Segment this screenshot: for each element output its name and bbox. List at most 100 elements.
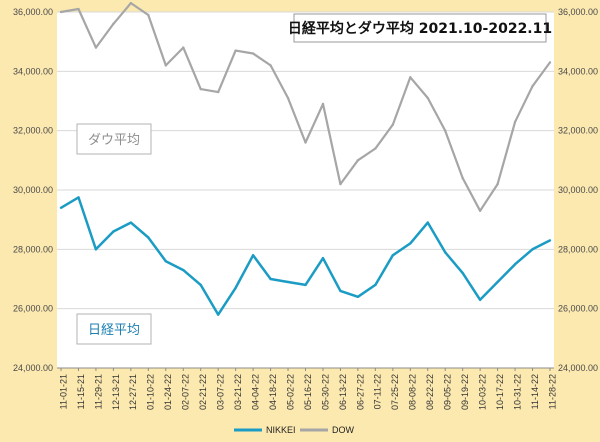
data-point-nikkei [269,277,272,281]
title-box [293,13,547,43]
data-point-nikkei [112,230,115,233]
x-tick-label: 09-19-22 [460,374,470,410]
data-point-dow [548,61,552,64]
data-point-nikkei [182,268,185,272]
x-tick-label: 05-30-22 [320,374,330,410]
y-right-tick-label: 30,000.00 [558,185,598,195]
data-point-dow [59,10,63,14]
data-point-dow [496,182,499,186]
data-point-dow [513,120,517,123]
data-point-nikkei [444,251,447,254]
data-point-nikkei [59,206,63,209]
legend-nikkei-label: NIKKEI [266,425,296,435]
x-tick-label: 11-28-22 [547,374,557,409]
data-point-dow [356,159,360,162]
y-axis-left: 24,000.00 26,000.00 28,000.00 30,000.00 32,0… [13,7,53,373]
y-right-tick-label: 32,000.00 [558,126,598,136]
data-point-dow [286,96,290,100]
data-point-dow [234,49,237,52]
legend: NIKKEI DOW [234,425,355,435]
x-tick-label: 05-16-22 [303,374,313,410]
x-tick-label: 03-07-22 [216,374,226,410]
data-point-nikkei [426,221,429,224]
data-point-dow [94,46,98,49]
data-point-nikkei [548,239,552,242]
x-tick-label: 10-31-22 [512,374,522,410]
legend-dow-label: DOW [332,425,355,435]
data-point-nikkei [94,248,98,251]
data-point-dow [444,129,447,132]
data-point-dow [478,209,482,212]
x-tick-label: 07-11-22 [373,374,383,409]
y-left-tick-label: 26,000.00 [13,304,53,314]
y-left-tick-label: 32,000.00 [13,126,53,136]
data-point-nikkei [409,242,412,245]
data-point-dow [426,96,429,100]
data-point-nikkei [77,196,80,199]
data-point-nikkei [321,257,325,260]
x-tick-label: 02-21-22 [198,374,208,410]
data-point-nikkei [129,221,133,224]
data-point-dow [182,46,185,49]
y-right-tick-label: 34,000.00 [558,66,598,76]
x-axis: 11-01-21 11-15-21 11-29-21 12-13-21 12-27-21… [57,367,557,410]
x-tick-label: 10-17-22 [495,374,505,410]
data-point-nikkei [251,254,255,257]
data-point-nikkei [478,298,482,301]
y-left-tick-label: 24,000.00 [13,363,53,373]
data-point-dow [321,102,325,106]
x-tick-label: 03-21-22 [233,374,243,410]
data-point-dow [391,123,395,126]
data-point-nikkei [216,313,220,316]
data-point-nikkei [513,262,517,266]
data-point-nikkei [199,283,202,287]
data-point-nikkei [147,236,150,239]
data-point-nikkei [234,286,237,290]
x-tick-label: 11-01-21 [58,374,68,409]
data-point-nikkei [339,289,342,293]
data-point-dow [199,87,202,91]
data-point-dow [216,90,220,94]
x-tick-label: 11-14-22 [530,374,540,409]
chart-title: 日経平均とダウ平均 2021.10-2022.11 [288,20,552,37]
y-axis-right: 24,000.00 26,000.00 28,000.00 30,000.00 32,0… [558,7,598,373]
data-point-nikkei [496,280,499,284]
x-tick-label: 04-04-22 [250,374,260,410]
data-point-nikkei [286,280,290,284]
y-left-tick-label: 30,000.00 [13,185,53,195]
y-right-tick-label: 28,000.00 [558,244,598,254]
data-point-nikkei [304,283,307,287]
data-point-nikkei [391,254,395,257]
y-right-tick-label: 24,000.00 [558,363,598,373]
data-point-dow [164,64,167,67]
y-left-tick-label: 36,000.00 [13,7,53,17]
x-tick-label: 02-07-22 [181,374,191,410]
x-tick-label: 10-03-22 [478,374,488,410]
data-point-dow [129,1,133,5]
data-point-nikkei [461,271,464,275]
data-point-nikkei [531,248,534,251]
dow-label: ダウ平均 [88,133,140,148]
x-tick-label: 06-13-22 [338,374,348,410]
data-point-dow [112,22,115,26]
data-point-dow [409,76,412,79]
dow-label-box [76,123,152,155]
x-tick-label: 01-10-22 [146,374,156,410]
x-tick-label: 12-27-21 [128,374,138,410]
x-tick-label: 09-05-22 [443,374,453,410]
x-tick-label: 04-18-22 [268,374,278,410]
x-tick-label: 05-02-22 [285,374,295,410]
series-lines [59,1,552,316]
x-tick-label: 01-24-22 [163,374,173,410]
x-tick-label: 08-22-22 [425,374,435,410]
x-tick-label: 07-25-22 [390,374,400,410]
y-left-tick-label: 34,000.00 [13,66,53,76]
data-point-dow [304,141,307,144]
data-point-dow [269,64,272,67]
nikkei-label: 日経平均 [88,323,140,338]
data-point-dow [531,84,534,88]
x-tick-label: 11-29-21 [93,374,103,409]
data-point-nikkei [356,295,360,298]
